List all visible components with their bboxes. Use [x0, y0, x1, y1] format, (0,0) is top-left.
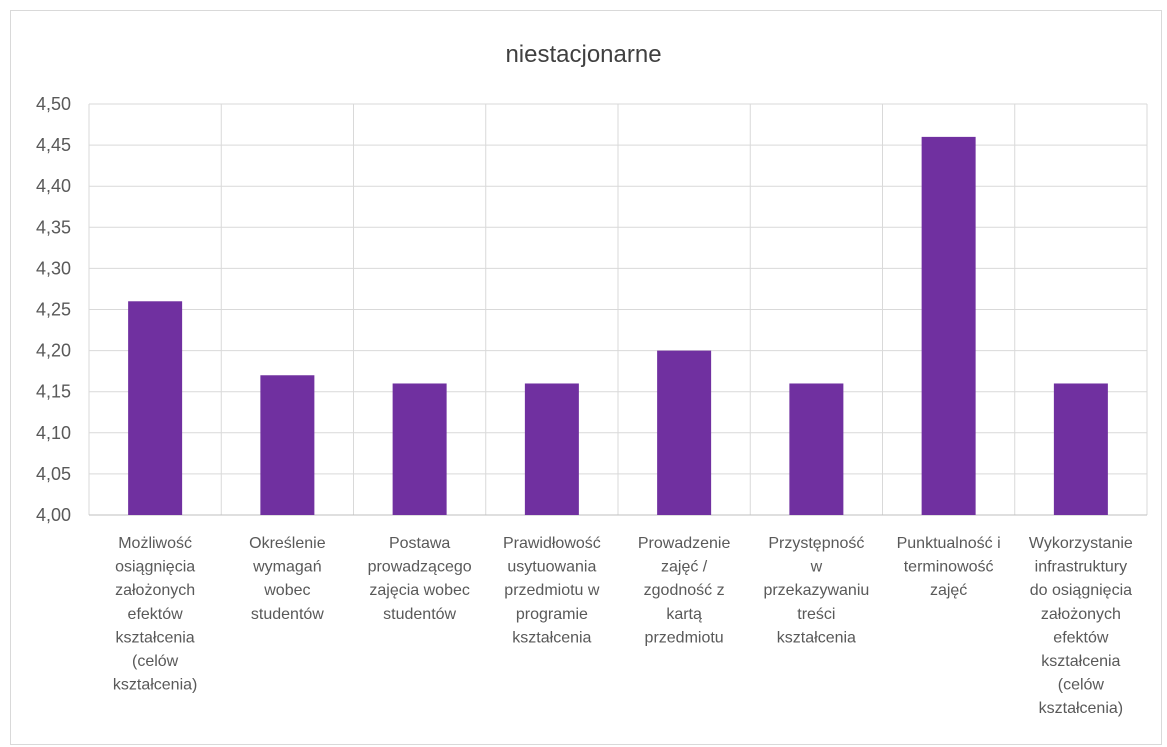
x-category-label: przedmiotu w [504, 582, 600, 599]
x-category-label: zgodność z [644, 582, 725, 599]
x-category-label: infrastruktury [1035, 559, 1127, 576]
y-tick-label: 4,00 [36, 505, 71, 525]
x-category-label: prowadzącego [368, 559, 472, 576]
y-tick-label: 4,50 [36, 94, 71, 114]
x-category-label: Prawidłowość [503, 535, 601, 552]
x-category-label: przedmiotu [645, 629, 724, 646]
y-tick-label: 4,20 [36, 341, 71, 361]
x-category-label: Postawa [389, 535, 450, 552]
x-category-label: do osiągnięcia [1030, 582, 1132, 599]
x-category-label: kształcenia [512, 629, 591, 646]
x-category-label: studentów [383, 606, 456, 623]
x-category-label: zajęcia wobec [369, 582, 470, 599]
x-category-label: (celów [132, 653, 179, 670]
x-category-label: Przystępność [768, 535, 864, 552]
x-category-label: usytuowania [507, 559, 596, 576]
y-axis-ticks: 4,00 4,05 4,10 4,15 4,20 4,25 4,30 4,35 4,40 4,45… [36, 94, 71, 525]
y-tick-label: 4,25 [36, 300, 71, 320]
bar [789, 383, 844, 515]
x-category-label: Punktualność i [897, 535, 1001, 552]
x-axis-labels: Możliwość osiągnięcia założonych efektów ksz… [113, 535, 1133, 717]
y-tick-label: 4,10 [36, 423, 71, 443]
x-category-label: wobec [263, 582, 310, 599]
grid-lines [88, 103, 1148, 516]
x-category-label: zajęć / [661, 559, 708, 576]
x-category-label: Możliwość [118, 535, 192, 552]
x-category-label: Prowadzenie [638, 535, 731, 552]
x-category-label: efektów [1053, 629, 1109, 646]
x-category-label: założonych [115, 582, 195, 599]
bar [260, 375, 315, 515]
y-tick-label: 4,15 [36, 382, 71, 402]
x-category-label: Określenie [249, 535, 326, 552]
y-tick-label: 4,35 [36, 217, 71, 237]
x-category-label: terminowość [904, 559, 994, 576]
bar [1053, 383, 1108, 515]
x-category-label: treści [797, 606, 835, 623]
bar [921, 136, 976, 515]
x-category-label: kształcenia [116, 629, 195, 646]
y-tick-label: 4,45 [36, 135, 71, 155]
y-tick-label: 4,30 [36, 258, 71, 278]
x-category-label: zajęć [930, 582, 967, 599]
x-category-label: (celów [1058, 677, 1105, 694]
x-category-label: kartą [666, 606, 702, 623]
x-category-label: kształcenia) [113, 677, 197, 694]
x-category-label: Wykorzystanie [1029, 535, 1133, 552]
x-category-label: osiągnięcia [115, 559, 195, 576]
bar [524, 383, 579, 515]
x-category-label: kształcenia) [1039, 700, 1123, 717]
x-category-label: w [810, 559, 823, 576]
bars [128, 136, 1108, 515]
x-category-label: kształcenia [1041, 653, 1120, 670]
x-category-label: studentów [251, 606, 324, 623]
bar [128, 301, 183, 515]
x-category-label: przekazywaniu [763, 582, 869, 599]
chart-title: niestacjonarne [505, 41, 662, 68]
y-tick-label: 4,40 [36, 176, 71, 196]
x-category-label: programie [516, 606, 588, 623]
x-category-label: założonych [1041, 606, 1121, 623]
bar [657, 350, 712, 515]
y-tick-label: 4,05 [36, 464, 71, 484]
bar [392, 383, 447, 515]
x-category-label: kształcenia [777, 629, 856, 646]
x-category-label: efektów [128, 606, 184, 623]
x-category-label: wymagań [252, 559, 321, 576]
